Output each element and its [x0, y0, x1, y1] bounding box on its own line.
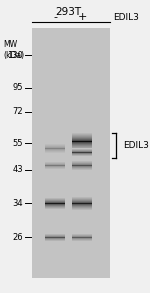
Text: EDIL3: EDIL3 — [123, 141, 149, 149]
Text: 72: 72 — [12, 108, 23, 117]
Text: MW
(kDa): MW (kDa) — [3, 40, 24, 60]
Text: 43: 43 — [12, 166, 23, 175]
Text: 34: 34 — [12, 198, 23, 207]
Text: 95: 95 — [12, 84, 23, 93]
Text: +: + — [77, 12, 87, 22]
Text: 293T: 293T — [56, 7, 82, 17]
Text: 26: 26 — [12, 233, 23, 241]
Text: 130: 130 — [7, 50, 23, 59]
Text: 55: 55 — [12, 139, 23, 147]
Text: EDIL3: EDIL3 — [113, 13, 139, 21]
Text: -: - — [53, 12, 57, 22]
